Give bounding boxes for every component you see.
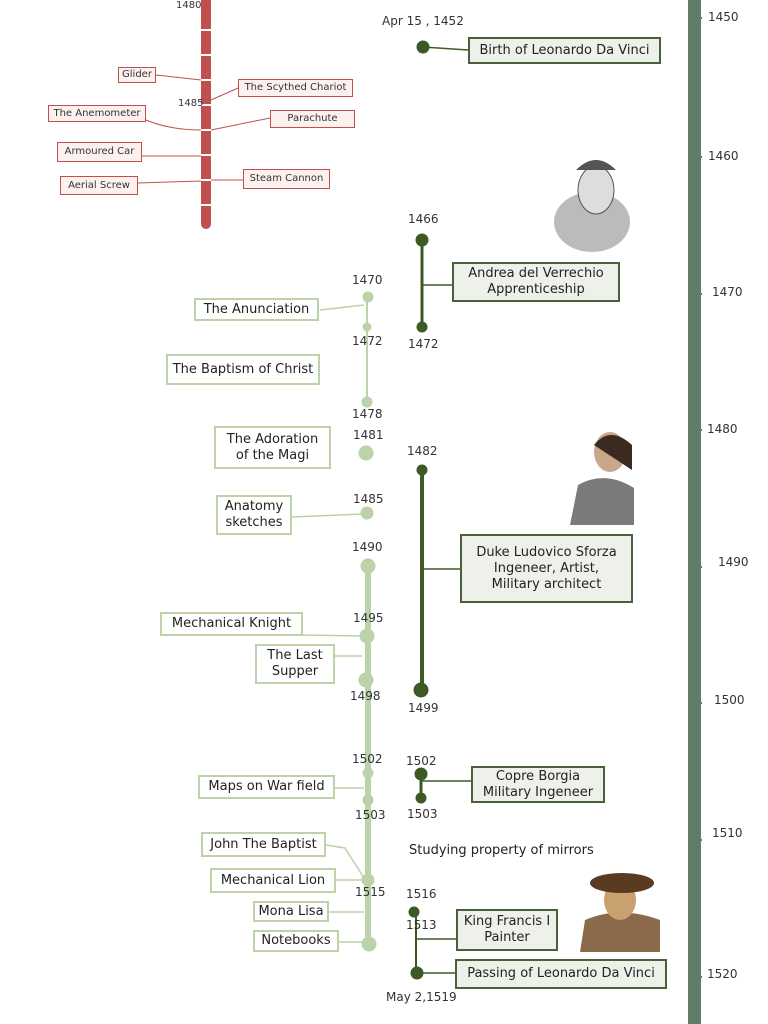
year-label: 1490 xyxy=(352,540,383,554)
date-label: 1472 xyxy=(408,337,439,351)
invention-box: Steam Cannon xyxy=(243,169,330,189)
scale-label: 1460 xyxy=(708,149,739,163)
year-label: 1515 xyxy=(355,885,386,899)
invention-box: Armoured Car xyxy=(57,142,142,162)
life-box: Andrea del Verrechio Apprenticeship xyxy=(452,262,620,302)
scale-label: 1500 xyxy=(714,693,745,707)
scale-label: 1520 xyxy=(707,967,738,981)
year-label: 1480 xyxy=(176,0,202,11)
date-label: 1513 xyxy=(406,918,437,932)
portrait-sforza xyxy=(570,432,634,525)
date-label: 1502 xyxy=(406,754,437,768)
life-box: Duke Ludovico Sforza Ingeneer, Artist, M… xyxy=(460,534,633,603)
life-box: King Francis I Painter xyxy=(456,909,558,951)
invention-box: The Anemometer xyxy=(48,105,146,122)
work-box: Anatomy sketches xyxy=(216,495,292,535)
work-box: The Baptism of Christ xyxy=(166,354,320,385)
invention-box: Aerial Screw xyxy=(60,176,138,195)
work-box: The Adoration of the Magi xyxy=(214,426,331,469)
scale-label: 1450 xyxy=(708,10,739,24)
invention-box: Parachute xyxy=(270,110,355,128)
year-label: 1470 xyxy=(352,273,383,287)
scale-label: 1510 xyxy=(712,826,743,840)
portrait-verrocchio xyxy=(554,160,630,252)
scale-label: 1490 xyxy=(718,555,749,569)
work-box: Notebooks xyxy=(253,930,339,952)
date-label: 1516 xyxy=(406,887,437,901)
year-label: 1495 xyxy=(353,611,384,625)
invention-box: The Scythed Chariot xyxy=(238,79,353,97)
year-label: 1502 xyxy=(352,752,383,766)
work-box: Mechanical Knight xyxy=(160,612,303,636)
year-label: 1481 xyxy=(353,428,384,442)
scale-label: 1480 xyxy=(707,422,738,436)
portrait-francis xyxy=(580,873,660,952)
year-label: 1485 xyxy=(178,98,204,109)
scale-label: 1470 xyxy=(712,285,743,299)
date-label: 1482 xyxy=(407,444,438,458)
note: Studying property of mirrors xyxy=(409,843,594,858)
year-label: 1472 xyxy=(352,334,383,348)
date-label: 1503 xyxy=(407,807,438,821)
year-label: 1498 xyxy=(350,689,381,703)
invention-box: Glider xyxy=(118,67,156,83)
work-box: The Anunciation xyxy=(194,298,319,321)
year-label: 1503 xyxy=(355,808,386,822)
life-box: Birth of Leonardo Da Vinci xyxy=(468,37,661,64)
date-label: 1499 xyxy=(408,701,439,715)
date-label: Apr 15 , 1452 xyxy=(382,14,464,28)
year-label: 1478 xyxy=(352,407,383,421)
year-label: 1485 xyxy=(353,492,384,506)
work-box: Mona Lisa xyxy=(253,901,329,922)
work-box: The Last Supper xyxy=(255,644,335,684)
life-box: Copre Borgia Military Ingeneer xyxy=(471,766,605,803)
work-box: Maps on War field xyxy=(198,775,335,799)
work-box: Mechanical Lion xyxy=(210,868,336,893)
work-box: John The Baptist xyxy=(201,832,326,857)
date-label: May 2,1519 xyxy=(386,990,457,1004)
date-label: 1466 xyxy=(408,212,439,226)
life-box: Passing of Leonardo Da Vinci xyxy=(455,959,667,989)
